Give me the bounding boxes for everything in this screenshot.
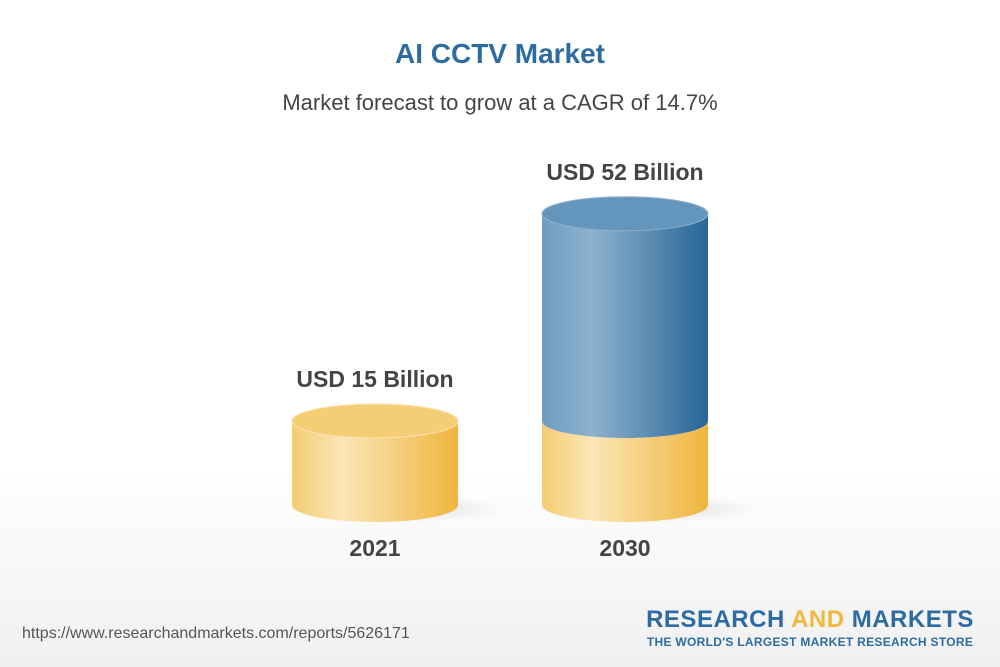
category-label: 2030 xyxy=(599,535,650,561)
source-url[interactable]: https://www.researchandmarkets.com/repor… xyxy=(22,625,410,642)
cylinder-top-2030 xyxy=(541,196,709,232)
chart-subtitle: Market forecast to grow at a CAGR of 14.… xyxy=(282,90,718,115)
chart-title: AI CCTV Market xyxy=(394,38,606,69)
cylinder-base-segment-2030 xyxy=(542,421,708,522)
data-label: USD 15 Billion xyxy=(296,366,453,392)
cylinder-growth-segment-2030 xyxy=(542,213,708,438)
category-label: 2021 xyxy=(349,535,400,561)
logo-text: RESEARCH xyxy=(646,606,792,633)
data-label: USD 52 Billion xyxy=(546,159,703,185)
logo-tagline: THE WORLD'S LARGEST MARKET RESEARCH STOR… xyxy=(646,635,974,649)
research-and-markets-logo: RESEARCH AND MARKETS THE WORLD'S LARGEST… xyxy=(640,606,980,649)
cylinder-top-2021 xyxy=(291,403,459,439)
cylinder-body-2021 xyxy=(292,421,458,522)
logo-text-markets: MARKETS xyxy=(844,606,974,633)
logo-text-and: AND xyxy=(791,606,845,633)
